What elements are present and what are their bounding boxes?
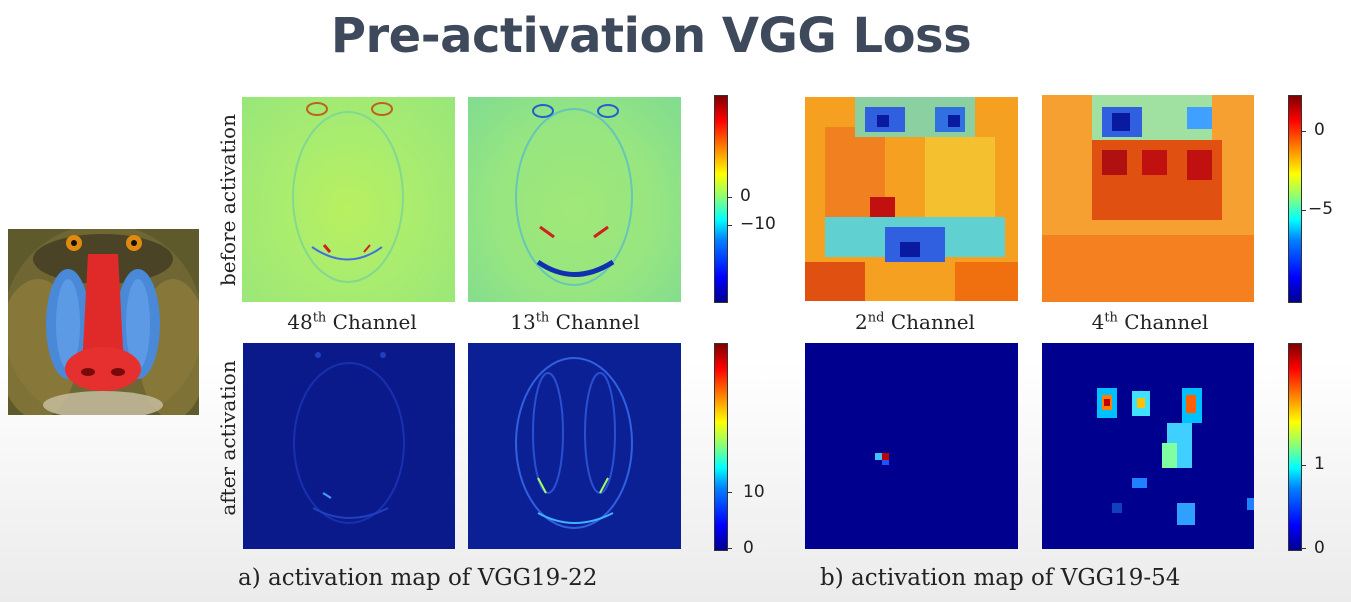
colorbar-a-after-tick-mark xyxy=(727,548,732,549)
colorbar-a-before-tick: 0 xyxy=(740,186,751,206)
colorbar-a-after-tick: 0 xyxy=(743,538,754,558)
caption-b: b) activation map of VGG19-54 xyxy=(820,565,1181,591)
activation-map-a-13-after xyxy=(468,343,681,549)
colorbar-b-before-tick: −5 xyxy=(1308,199,1334,219)
colorbar-a-after-tick: 10 xyxy=(743,482,765,502)
activation-map-b-4-after xyxy=(1042,343,1254,549)
colorbar-b-before-tick-mark xyxy=(1301,210,1306,211)
colorbar-b-before-tick-mark xyxy=(1301,131,1306,132)
activation-map-a-48-before xyxy=(242,97,455,302)
colorbar-b-before xyxy=(1288,95,1302,303)
colorbar-a-before-tick-mark xyxy=(727,197,732,198)
colorbar-a-before-tick-mark xyxy=(727,225,732,226)
activation-map-a-13-before xyxy=(468,97,681,302)
caption-a: a) activation map of VGG19-22 xyxy=(238,565,598,591)
colorbar-b-after-tick-mark xyxy=(1301,548,1306,549)
colorbar-b-before-tick: 0 xyxy=(1314,120,1325,140)
activation-map-a-48-after xyxy=(243,343,455,549)
colorbar-b-after-tick: 1 xyxy=(1314,454,1325,474)
row-label-before: before activation xyxy=(216,114,240,286)
colorbar-b-after-tick-mark xyxy=(1301,465,1306,466)
colorbar-b-after xyxy=(1288,343,1302,551)
colorbar-a-after-tick-mark xyxy=(727,492,732,493)
activation-map-b-4-before xyxy=(1042,95,1254,302)
activation-map-b-2-after xyxy=(805,343,1018,549)
channel-label-b-2: 2nd Channel xyxy=(855,310,975,334)
row-label-after: after activation xyxy=(216,360,240,516)
channel-label-a-48: 48th Channel xyxy=(287,310,417,334)
slide-title: Pre-activation VGG Loss xyxy=(330,8,972,64)
baboon-image xyxy=(8,229,199,415)
colorbar-a-before-tick: −10 xyxy=(740,214,776,234)
colorbar-b-after-tick: 0 xyxy=(1314,538,1325,558)
activation-map-b-2-before xyxy=(805,97,1018,301)
channel-label-a-13: 13th Channel xyxy=(510,310,640,334)
colorbar-a-after xyxy=(714,343,728,551)
colorbar-a-before xyxy=(714,95,728,303)
channel-label-b-4: 4th Channel xyxy=(1091,310,1209,334)
